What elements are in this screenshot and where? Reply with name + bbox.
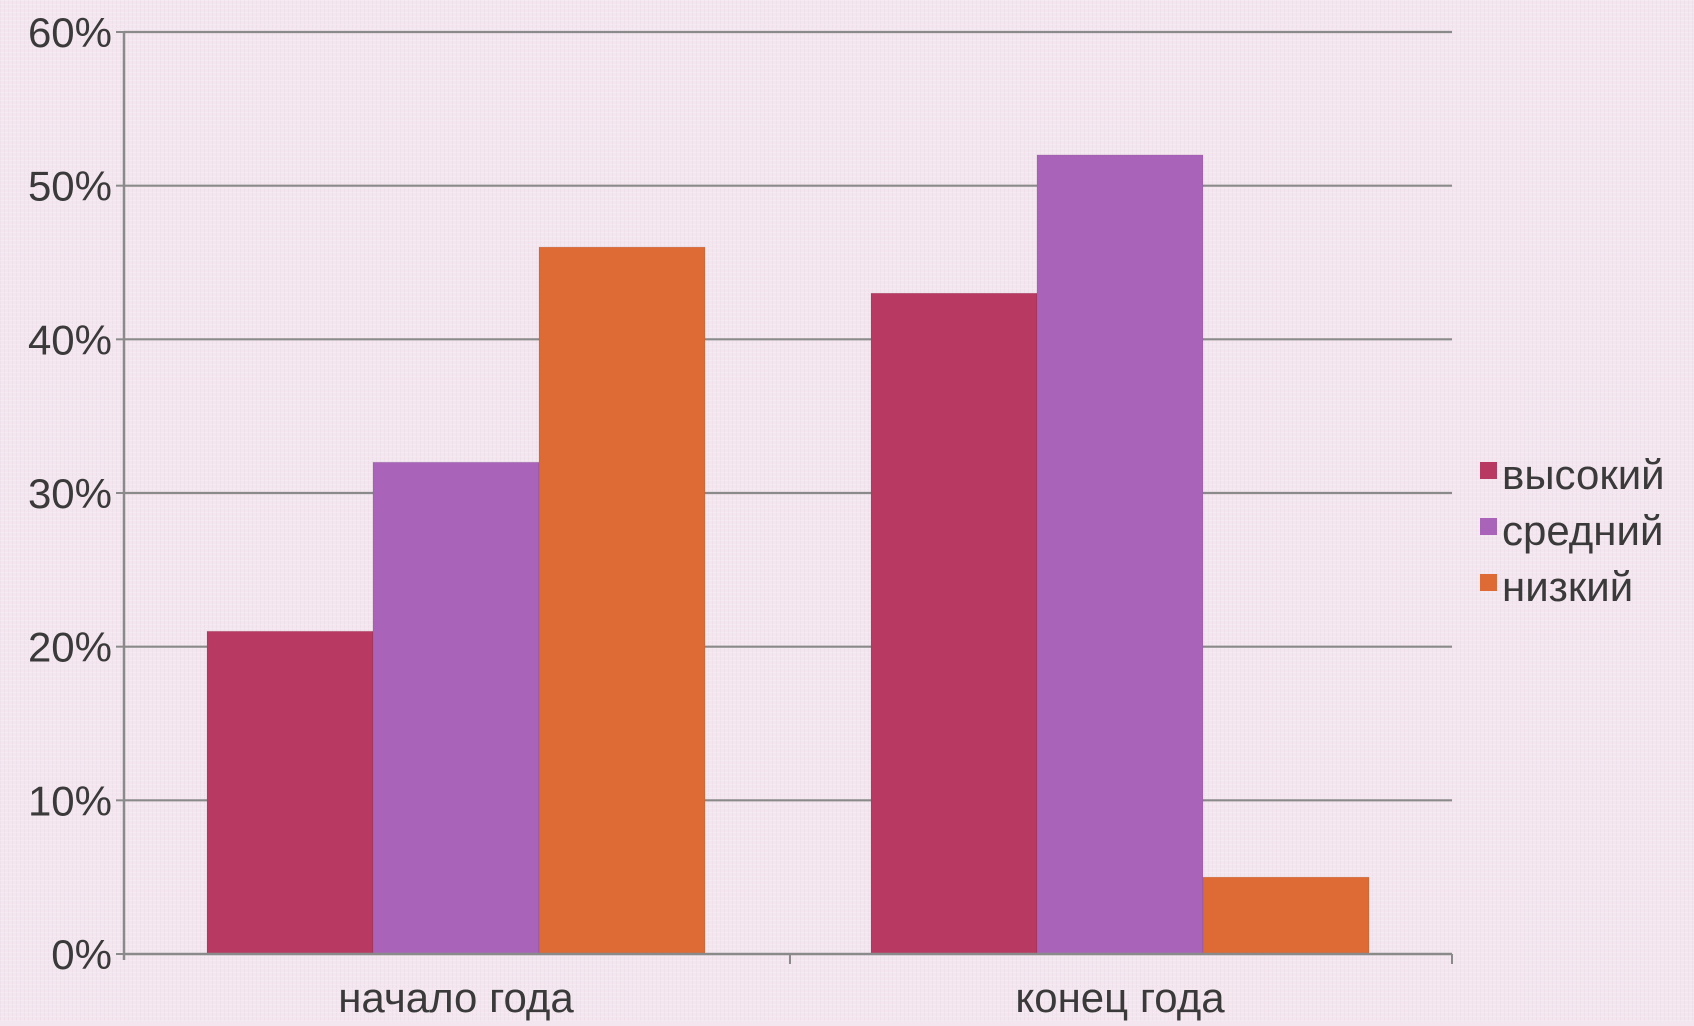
y-tick-label: 0% bbox=[51, 931, 112, 978]
bar-высокий-0 bbox=[206, 630, 374, 955]
x-tick-label: начало года bbox=[338, 974, 574, 1021]
legend-swatch bbox=[1480, 574, 1497, 591]
legend-swatch bbox=[1480, 518, 1497, 535]
bars bbox=[206, 154, 1370, 955]
legend-label: средний bbox=[1502, 507, 1663, 554]
y-tick-label: 60% bbox=[28, 9, 112, 56]
axes bbox=[116, 31, 1453, 964]
y-tick-label: 50% bbox=[28, 163, 112, 210]
legend: высокий средний низкий bbox=[1480, 451, 1665, 610]
legend-label: низкий bbox=[1502, 563, 1633, 610]
bar-средний-0 bbox=[372, 461, 540, 955]
legend-swatch bbox=[1480, 462, 1497, 479]
bar-высокий-1 bbox=[870, 292, 1038, 955]
x-tick-label: конец года bbox=[1015, 974, 1225, 1021]
y-tick-label: 10% bbox=[28, 777, 112, 824]
bar-низкий-0 bbox=[538, 246, 706, 955]
y-axis-tick-labels: 0% 10% 20% 30% 40% 50% 60% bbox=[28, 9, 112, 978]
y-tick-label: 30% bbox=[28, 470, 112, 517]
legend-label: высокий bbox=[1502, 451, 1665, 498]
bar-средний-1 bbox=[1036, 154, 1204, 955]
x-axis-tick-labels: начало года конец года bbox=[338, 974, 1225, 1021]
bar-низкий-1 bbox=[1202, 876, 1370, 955]
y-tick-label: 20% bbox=[28, 624, 112, 671]
y-tick-label: 40% bbox=[28, 316, 112, 363]
